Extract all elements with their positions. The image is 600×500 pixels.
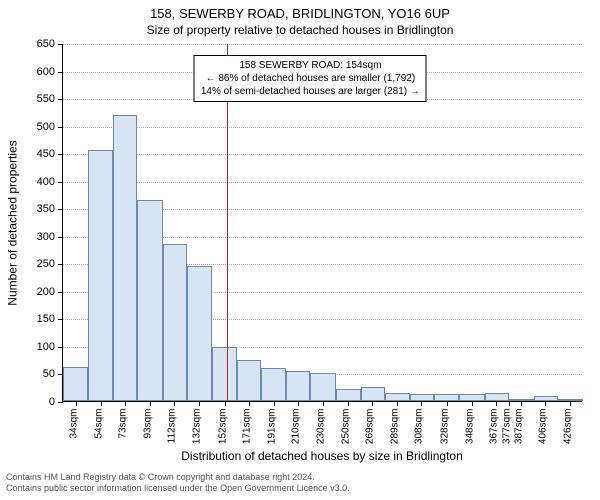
x-tick-label: 426sqm (563, 409, 574, 445)
y-tick-label: 50 (43, 368, 63, 380)
x-tick-label: 367sqm (488, 409, 499, 445)
page-root: 158, SEWERBY ROAD, BRIDLINGTON, YO16 6UP… (0, 0, 600, 500)
histogram-bar (88, 150, 113, 401)
y-tick-label: 500 (37, 121, 63, 133)
plot-area: 0501001502002503003504004505005506006503… (62, 44, 582, 402)
histogram-bar (113, 115, 137, 401)
x-tick-label: 308sqm (414, 409, 425, 445)
histogram-bar (434, 394, 459, 401)
x-tick-label: 73sqm (117, 409, 128, 439)
x-tick-label: 387sqm (514, 409, 525, 445)
histogram-bar (485, 393, 509, 401)
y-tick-label: 650 (37, 38, 63, 50)
x-tick (545, 401, 546, 406)
histogram-bar (163, 244, 187, 401)
chart-subtitle: Size of property relative to detached ho… (0, 23, 600, 37)
x-tick-label: 210sqm (290, 409, 301, 445)
x-tick (509, 401, 510, 406)
x-tick-label: 171sqm (241, 409, 252, 445)
x-tick-label: 132sqm (192, 409, 203, 445)
histogram-bar (187, 266, 212, 401)
gridline (63, 44, 582, 45)
gridline (63, 127, 582, 128)
y-tick-label: 550 (37, 93, 63, 105)
x-tick (421, 401, 422, 406)
x-tick (225, 401, 226, 406)
x-tick-label: 112sqm (167, 409, 178, 444)
x-tick-label: 34sqm (68, 409, 79, 439)
histogram-bar (286, 371, 310, 401)
annotation-line: 14% of semi-detached houses are larger (… (201, 85, 420, 98)
footer-line-2: Contains public sector information licen… (6, 483, 350, 494)
x-tick-label: 230sqm (316, 409, 327, 445)
annotation-line: ← 86% of detached houses are smaller (1,… (201, 72, 420, 85)
histogram-bar (237, 360, 261, 401)
copyright-footer: Contains HM Land Registry data © Crown c… (6, 472, 350, 495)
x-tick-label: 269sqm (365, 409, 376, 445)
x-tick (521, 401, 522, 406)
x-tick-label: 406sqm (538, 409, 549, 445)
x-tick-label: 152sqm (217, 409, 228, 445)
y-tick-label: 300 (37, 231, 63, 243)
x-tick-label: 328sqm (439, 409, 450, 445)
x-tick (447, 401, 448, 406)
x-tick (298, 401, 299, 406)
x-tick-label: 289sqm (390, 409, 401, 445)
x-tick (348, 401, 349, 406)
footer-line-1: Contains HM Land Registry data © Crown c… (6, 472, 350, 483)
y-tick-label: 0 (49, 396, 63, 408)
x-tick (174, 401, 175, 406)
x-tick (472, 401, 473, 406)
x-tick (125, 401, 126, 406)
histogram-bar (137, 200, 162, 401)
histogram-bar (410, 394, 434, 401)
x-tick (496, 401, 497, 406)
x-tick (397, 401, 398, 406)
histogram-bar (459, 394, 484, 401)
y-tick-label: 600 (37, 66, 63, 78)
x-tick-label: 54sqm (93, 409, 104, 439)
x-axis-label: Distribution of detached houses by size … (62, 449, 582, 463)
annotation-line: 158 SEWERBY ROAD: 154sqm (201, 59, 420, 72)
y-tick-label: 150 (37, 313, 63, 325)
x-tick-label: 191sqm (266, 409, 277, 445)
histogram-bar (63, 367, 88, 401)
y-tick-label: 400 (37, 176, 63, 188)
x-tick (101, 401, 102, 406)
histogram-bar (212, 347, 237, 401)
x-tick-label: 348sqm (464, 409, 475, 445)
x-tick (150, 401, 151, 406)
y-tick-label: 250 (37, 258, 63, 270)
y-tick-label: 200 (37, 286, 63, 298)
x-tick (323, 401, 324, 406)
histogram-bar (361, 387, 385, 401)
x-tick-label: 377sqm (501, 409, 512, 445)
y-tick-label: 100 (37, 341, 63, 353)
gridline (63, 154, 582, 155)
x-tick (274, 401, 275, 406)
histogram-bar (261, 368, 286, 401)
x-tick (76, 401, 77, 406)
annotation-box: 158 SEWERBY ROAD: 154sqm← 86% of detache… (194, 55, 427, 102)
y-tick-label: 350 (37, 203, 63, 215)
y-axis-label-container: Number of detached properties (6, 44, 20, 402)
x-tick (570, 401, 571, 406)
gridline (63, 182, 582, 183)
x-tick-label: 93sqm (143, 409, 154, 439)
y-tick-label: 450 (37, 148, 63, 160)
y-axis-label: Number of detached properties (6, 140, 20, 305)
chart-title: 158, SEWERBY ROAD, BRIDLINGTON, YO16 6UP (0, 6, 600, 21)
x-tick (372, 401, 373, 406)
histogram-bar (385, 393, 410, 401)
histogram-bar (336, 389, 361, 401)
x-tick-label: 250sqm (341, 409, 352, 445)
x-tick (199, 401, 200, 406)
x-tick (249, 401, 250, 406)
histogram-bar (310, 373, 335, 401)
